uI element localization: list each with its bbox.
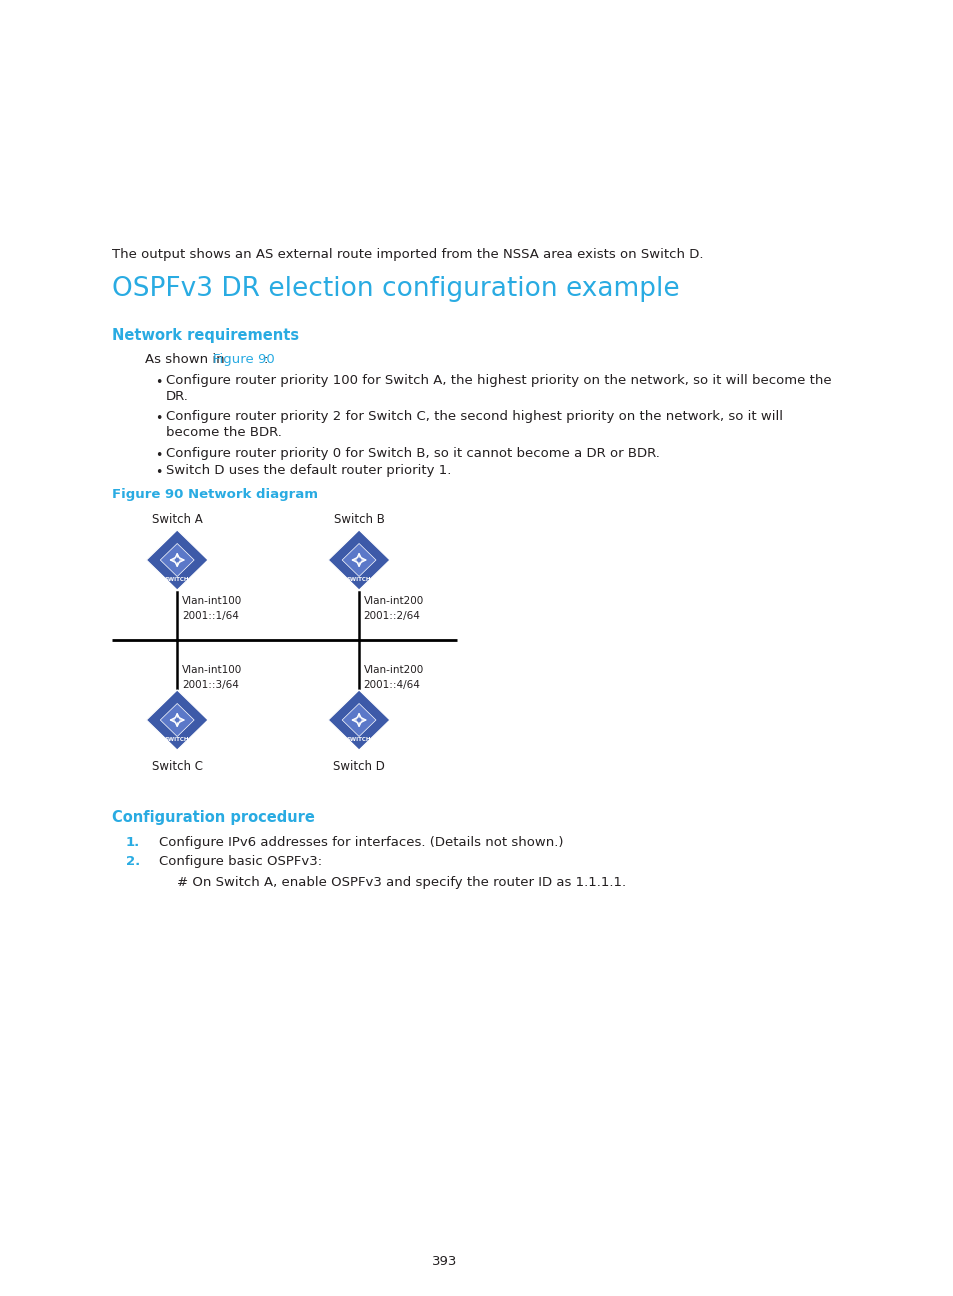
Text: SWITCH: SWITCH bbox=[347, 737, 371, 743]
Polygon shape bbox=[160, 704, 193, 736]
Text: DR.: DR. bbox=[166, 390, 189, 403]
Text: •: • bbox=[154, 376, 162, 389]
Polygon shape bbox=[146, 689, 208, 750]
Text: •: • bbox=[154, 467, 162, 480]
Polygon shape bbox=[342, 543, 375, 577]
Text: Switch D uses the default router priority 1.: Switch D uses the default router priorit… bbox=[166, 464, 451, 477]
Text: Configure router priority 0 for Switch B, so it cannot become a DR or BDR.: Configure router priority 0 for Switch B… bbox=[166, 447, 659, 460]
Text: 2.: 2. bbox=[126, 855, 140, 868]
Text: Configure router priority 100 for Switch A, the highest priority on the network,: Configure router priority 100 for Switch… bbox=[166, 375, 831, 388]
Text: The output shows an AS external route imported from the NSSA area exists on Swit: The output shows an AS external route im… bbox=[112, 248, 702, 260]
Text: 2001::1/64: 2001::1/64 bbox=[182, 610, 238, 621]
Text: 1.: 1. bbox=[126, 836, 140, 849]
Text: 393: 393 bbox=[432, 1255, 457, 1267]
Text: Configure basic OSPFv3:: Configure basic OSPFv3: bbox=[158, 855, 321, 868]
Text: Vlan-int100: Vlan-int100 bbox=[182, 665, 242, 675]
Text: # On Switch A, enable OSPFv3 and specify the router ID as 1.1.1.1.: # On Switch A, enable OSPFv3 and specify… bbox=[177, 876, 626, 889]
Text: SWITCH: SWITCH bbox=[165, 737, 190, 743]
Text: OSPFv3 DR election configuration example: OSPFv3 DR election configuration example bbox=[112, 276, 679, 302]
Text: Figure 90 Network diagram: Figure 90 Network diagram bbox=[112, 489, 317, 502]
Text: Switch A: Switch A bbox=[152, 513, 202, 526]
Text: Figure 90: Figure 90 bbox=[213, 353, 274, 365]
Text: 2001::3/64: 2001::3/64 bbox=[182, 680, 238, 689]
Text: Switch D: Switch D bbox=[333, 759, 385, 772]
Text: Switch B: Switch B bbox=[334, 513, 384, 526]
Text: Vlan-int200: Vlan-int200 bbox=[363, 665, 423, 675]
Text: •: • bbox=[154, 448, 162, 461]
Text: Configuration procedure: Configuration procedure bbox=[112, 810, 314, 826]
Text: •: • bbox=[154, 412, 162, 425]
Polygon shape bbox=[342, 704, 375, 736]
Text: Switch C: Switch C bbox=[152, 759, 202, 772]
Text: Vlan-int200: Vlan-int200 bbox=[363, 596, 423, 607]
Text: Vlan-int100: Vlan-int100 bbox=[182, 596, 242, 607]
Polygon shape bbox=[160, 543, 193, 577]
Text: 2001::2/64: 2001::2/64 bbox=[363, 610, 420, 621]
Text: become the BDR.: become the BDR. bbox=[166, 426, 281, 439]
Text: As shown in: As shown in bbox=[145, 353, 228, 365]
Text: SWITCH: SWITCH bbox=[347, 577, 371, 582]
Text: Configure router priority 2 for Switch C, the second highest priority on the net: Configure router priority 2 for Switch C… bbox=[166, 410, 782, 422]
Text: Configure IPv6 addresses for interfaces. (Details not shown.): Configure IPv6 addresses for interfaces.… bbox=[158, 836, 562, 849]
Polygon shape bbox=[328, 530, 390, 590]
Text: :: : bbox=[263, 353, 267, 365]
Text: 2001::4/64: 2001::4/64 bbox=[363, 680, 420, 689]
Polygon shape bbox=[328, 689, 390, 750]
Text: Network requirements: Network requirements bbox=[112, 328, 298, 343]
Text: SWITCH: SWITCH bbox=[165, 577, 190, 582]
Polygon shape bbox=[146, 530, 208, 590]
